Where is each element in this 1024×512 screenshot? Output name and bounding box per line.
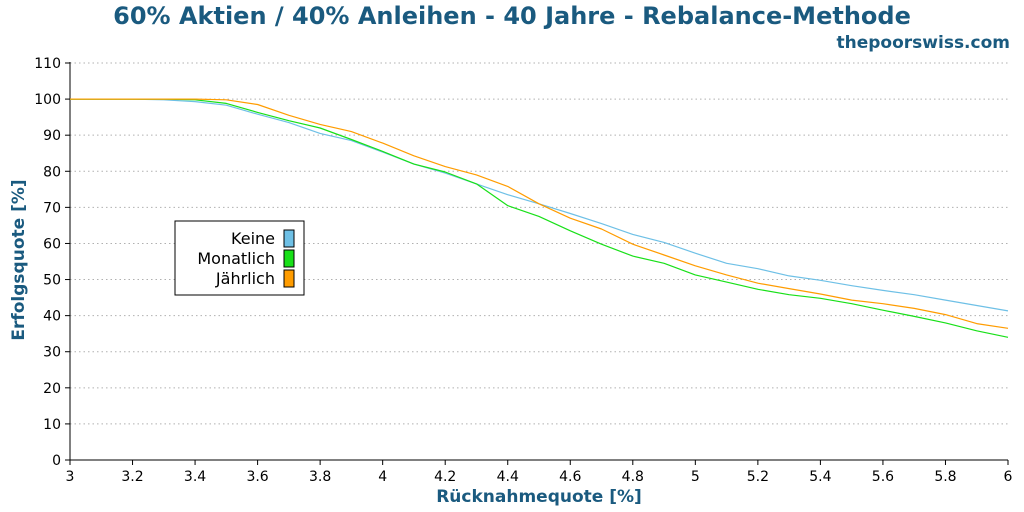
x-tick-label: 3.2 [121, 469, 143, 485]
series-line-jaehrlich [70, 98, 1009, 329]
x-tick-label: 4.8 [622, 469, 644, 485]
legend-label-jaehrlich: Jährlich [215, 269, 275, 288]
y-tick-label: 110 [34, 56, 61, 72]
x-axis-label: Rücknahmequote [%] [436, 487, 642, 507]
x-axis-ticks: 3 3.2 3.4 3.6 3.8 4 4.2 4.4 4.6 4.8 5 5.2 5.4 5.6 5.8 6 [66, 460, 1013, 485]
x-tick-label: 5.8 [934, 469, 956, 485]
y-tick-label: 100 [34, 92, 61, 108]
series-lines [70, 98, 1009, 338]
legend-label-monatlich: Monatlich [197, 249, 275, 268]
x-tick-label: 3.8 [309, 469, 331, 485]
x-tick-label: 4 [378, 469, 387, 485]
y-tick-label: 0 [52, 453, 61, 469]
y-tick-label: 10 [43, 417, 61, 433]
y-tick-label: 70 [43, 200, 61, 216]
y-tick-label: 20 [43, 381, 61, 397]
y-tick-label: 90 [43, 128, 61, 144]
y-tick-label: 40 [43, 309, 61, 325]
legend-label-keine: Keine [231, 229, 275, 248]
x-tick-label: 5.4 [809, 469, 831, 485]
chart-title: 60% Aktien / 40% Anleihen - 40 Jahre - R… [113, 2, 911, 30]
x-tick-label: 4.2 [434, 469, 456, 485]
x-tick-label: 5.6 [872, 469, 894, 485]
y-tick-label: 60 [43, 236, 61, 252]
x-tick-label: 4.4 [497, 469, 519, 485]
x-tick-label: 3.6 [246, 469, 268, 485]
site-label: thepoorswiss.com [836, 33, 1011, 53]
x-tick-label: 3 [66, 469, 75, 485]
x-tick-label: 4.6 [559, 469, 581, 485]
legend-box [174, 220, 305, 296]
x-tick-label: 5 [691, 469, 700, 485]
y-tick-label: 50 [43, 273, 61, 289]
legend-swatch-keine [283, 229, 295, 248]
y-axis-label: Erfolgsquote [%] [9, 179, 29, 340]
axes [69, 62, 1008, 461]
grid-lines [70, 62, 1008, 425]
x-tick-label: 5.2 [747, 469, 769, 485]
legend-swatch-monatlich [283, 249, 295, 268]
legend-swatch-jaehrlich [283, 269, 295, 288]
y-tick-label: 30 [43, 345, 61, 361]
x-tick-label: 3.4 [184, 469, 206, 485]
x-tick-label: 6 [1004, 469, 1013, 485]
series-line-monatlich [70, 98, 1009, 338]
y-axis-ticks: 0 10 20 30 40 50 60 70 80 90 100 110 [34, 56, 70, 469]
y-tick-label: 80 [43, 164, 61, 180]
